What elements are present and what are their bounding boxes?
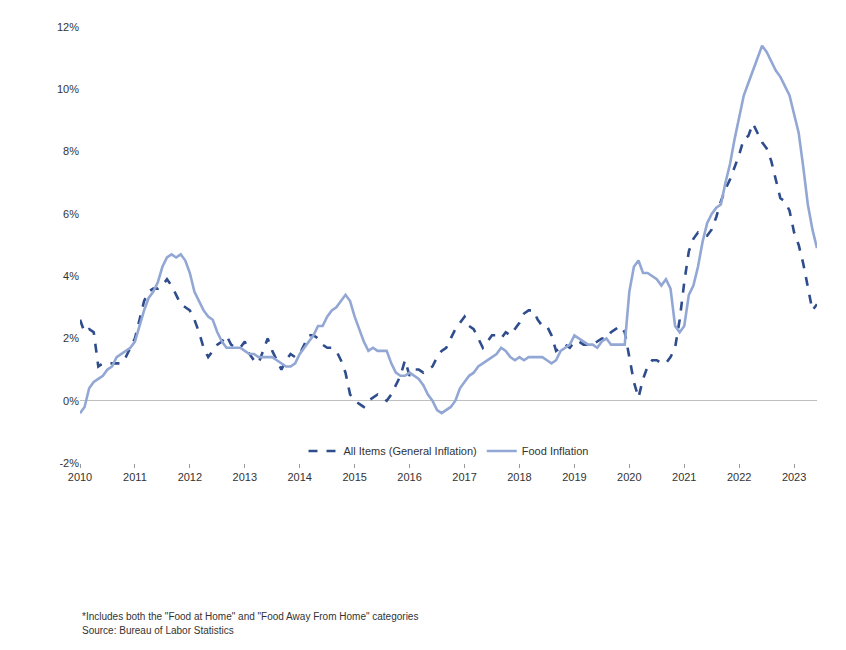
svg-text:2014: 2014: [287, 471, 311, 483]
svg-text:2016: 2016: [397, 471, 421, 483]
svg-text:2023: 2023: [782, 471, 806, 483]
svg-text:2010: 2010: [68, 471, 92, 483]
svg-text:2022: 2022: [727, 471, 751, 483]
svg-text:All Items (General Inflation): All Items (General Inflation): [344, 445, 477, 457]
svg-text:2012: 2012: [178, 471, 202, 483]
svg-text:2019: 2019: [562, 471, 586, 483]
svg-text:2013: 2013: [233, 471, 257, 483]
svg-text:8%: 8%: [63, 145, 79, 157]
svg-text:12%: 12%: [57, 21, 79, 33]
svg-text:2011: 2011: [123, 471, 147, 483]
svg-text:10%: 10%: [57, 83, 79, 95]
svg-text:-2%: -2%: [59, 457, 79, 469]
svg-text:4%: 4%: [63, 270, 79, 282]
svg-text:2%: 2%: [63, 332, 79, 344]
svg-text:*Includes both the "Food at Ho: *Includes both the "Food at Home" and "F…: [82, 611, 418, 622]
svg-text:2017: 2017: [452, 471, 476, 483]
svg-text:2020: 2020: [617, 471, 641, 483]
svg-text:Source: Bureau of Labor Statis: Source: Bureau of Labor Statistics: [82, 625, 234, 636]
svg-text:6%: 6%: [63, 208, 79, 220]
svg-text:Food Inflation: Food Inflation: [522, 445, 589, 457]
svg-text:2015: 2015: [342, 471, 366, 483]
svg-text:2021: 2021: [672, 471, 696, 483]
svg-text:2018: 2018: [507, 471, 531, 483]
svg-text:0%: 0%: [63, 395, 79, 407]
